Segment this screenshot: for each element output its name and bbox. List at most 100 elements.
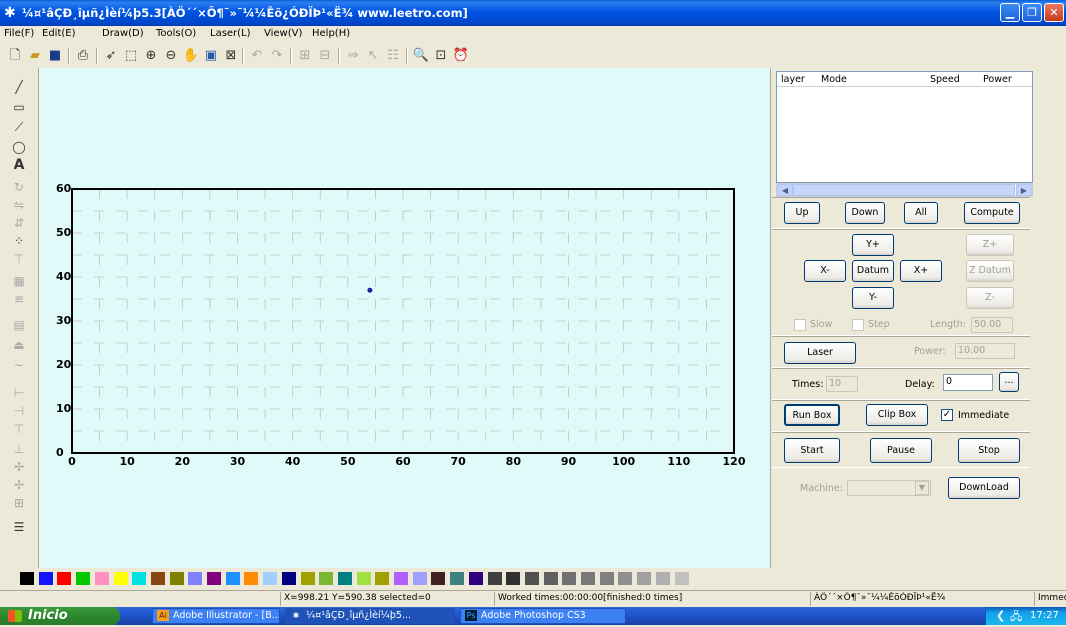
color-swatch[interactable]: [263, 572, 278, 585]
z-minus-button[interactable]: Z-: [966, 287, 1014, 309]
color-swatch[interactable]: [487, 572, 502, 585]
distribute-icon[interactable]: ≡: [13, 292, 25, 306]
power-column-header[interactable]: Power: [983, 74, 1012, 85]
color-swatch[interactable]: [319, 572, 334, 585]
node-edit-icon[interactable]: ↖: [367, 48, 379, 63]
dot-array-icon[interactable]: ⁘: [13, 234, 25, 248]
network-icon[interactable]: 🖧: [1010, 610, 1023, 623]
alarm-clock-icon[interactable]: ⏰: [452, 48, 470, 63]
align-bottom-icon[interactable]: ⊥: [13, 442, 25, 456]
chevron-down-icon[interactable]: ▼: [915, 481, 929, 495]
color-swatch[interactable]: [375, 572, 390, 585]
arrow-right-icon[interactable]: ⇒: [347, 48, 359, 63]
delay-field[interactable]: 0: [943, 374, 993, 391]
scroll-left-icon[interactable]: ◀: [777, 184, 793, 196]
scroll-right-icon[interactable]: ▶: [1016, 184, 1032, 196]
select-arrow-icon[interactable]: ➶: [105, 48, 117, 63]
run-box-button[interactable]: Run Box: [784, 404, 840, 426]
align-top-icon[interactable]: ⊤: [13, 422, 25, 436]
download-button[interactable]: DownLoad: [948, 477, 1020, 499]
ellipse-tool-icon[interactable]: ◯: [12, 140, 26, 154]
menu-edit[interactable]: Edit(E): [42, 28, 76, 39]
color-swatch[interactable]: [524, 572, 539, 585]
color-swatch[interactable]: [76, 572, 91, 585]
rotate-icon[interactable]: ↻: [13, 180, 25, 194]
menu-view[interactable]: View(V): [264, 28, 303, 39]
color-swatch[interactable]: [431, 572, 446, 585]
z-plus-button[interactable]: Z+: [966, 234, 1014, 256]
scroll-thumb[interactable]: [793, 184, 1015, 196]
slow-checkbox[interactable]: [794, 319, 806, 331]
zoom-fit-icon[interactable]: ⊠: [225, 48, 237, 63]
start-button[interactable]: Start: [784, 438, 840, 463]
task-photoshop[interactable]: Ps Adobe Photoshop CS3: [460, 608, 626, 624]
color-swatch[interactable]: [244, 572, 259, 585]
workspace-grid[interactable]: 0 10 20 30 40 50 60 70 80 90 100 110 120605040302010…: [39, 68, 770, 568]
menu-laser[interactable]: Laser(L): [210, 28, 251, 39]
stamp-icon[interactable]: ⏏: [13, 338, 25, 352]
zoom-page-icon[interactable]: ▣: [204, 48, 218, 63]
x-plus-button[interactable]: X+: [900, 260, 942, 282]
color-swatch[interactable]: [599, 572, 614, 585]
start-button[interactable]: Inicio: [0, 607, 120, 625]
layer-horizontal-scrollbar[interactable]: ◀ ▶: [776, 183, 1033, 197]
z-datum-button[interactable]: Z Datum: [966, 260, 1014, 282]
clip-box-button[interactable]: Clip Box: [866, 404, 928, 426]
close-button[interactable]: ✕: [1044, 3, 1064, 22]
polyline-tool-icon[interactable]: ⟋: [14, 120, 24, 134]
layer-column-header[interactable]: layer: [781, 74, 805, 85]
y-plus-button[interactable]: Y+: [852, 234, 894, 256]
color-swatch[interactable]: [150, 572, 165, 585]
color-swatch[interactable]: [543, 572, 558, 585]
delay-browse-button[interactable]: ...: [999, 372, 1019, 392]
times-field[interactable]: 10: [826, 376, 858, 392]
mirror-vertical-icon[interactable]: ⇵: [13, 216, 25, 230]
keyboard-icon[interactable]: ▤: [13, 318, 25, 332]
up-button[interactable]: Up: [784, 202, 820, 224]
tray-arrow-icon[interactable]: ❮: [996, 609, 1006, 622]
color-swatch[interactable]: [674, 572, 689, 585]
task-illustrator[interactable]: Ai Adobe Illustrator - [B...: [152, 608, 280, 624]
down-button[interactable]: Down: [845, 202, 885, 224]
snowflake-icon[interactable]: ✱: [4, 5, 16, 21]
color-swatch[interactable]: [225, 572, 240, 585]
color-swatch[interactable]: [337, 572, 352, 585]
mirror-horizontal-icon[interactable]: ⇋: [13, 198, 25, 212]
redo-icon[interactable]: ↷: [271, 48, 283, 63]
restore-button[interactable]: ❐: [1022, 3, 1042, 22]
align-left-icon[interactable]: ⊢: [13, 386, 25, 400]
color-swatch[interactable]: [637, 572, 652, 585]
clock[interactable]: 17:27: [1030, 610, 1059, 621]
new-file-icon[interactable]: 🗋: [9, 48, 21, 63]
color-swatch[interactable]: [450, 572, 465, 585]
pause-button[interactable]: Pause: [870, 438, 932, 463]
preview-icon[interactable]: 🔍: [412, 48, 430, 63]
machine-select[interactable]: ▼: [847, 480, 931, 496]
all-button[interactable]: All: [904, 202, 938, 224]
pan-hand-icon[interactable]: ✋: [182, 48, 200, 63]
color-swatch[interactable]: [169, 572, 184, 585]
line-tool-icon[interactable]: ╱: [15, 80, 23, 94]
task-laser-app[interactable]: ✱ ¼¤¹âÇÐ¸îµñ¿Ìèí¼þ5...: [285, 608, 455, 624]
group-icon[interactable]: ⊞: [299, 48, 311, 63]
color-swatch[interactable]: [394, 572, 408, 585]
center-icon[interactable]: ⊞: [13, 496, 25, 510]
zoom-window-icon[interactable]: ⬚: [124, 48, 138, 63]
menu-file[interactable]: File(F): [4, 28, 35, 39]
color-swatch[interactable]: [94, 572, 109, 585]
print-icon[interactable]: ⎙: [77, 48, 89, 63]
save-icon[interactable]: ■: [48, 48, 62, 63]
color-swatch[interactable]: [300, 572, 315, 585]
color-swatch[interactable]: [618, 572, 633, 585]
speed-column-header[interactable]: Speed: [930, 74, 960, 85]
array-icon[interactable]: ☷: [387, 48, 399, 63]
layer-stack-icon[interactable]: ☰: [13, 520, 25, 534]
center-horizontal-icon[interactable]: ✣: [13, 460, 25, 474]
rectangle-tool-icon[interactable]: ▭: [13, 100, 25, 114]
color-swatch[interactable]: [113, 572, 128, 585]
color-swatch[interactable]: [506, 572, 521, 585]
undo-icon[interactable]: ↶: [251, 48, 263, 63]
mode-column-header[interactable]: Mode: [821, 74, 847, 85]
color-swatch[interactable]: [188, 572, 203, 585]
power-field[interactable]: 10.00: [955, 343, 1015, 359]
